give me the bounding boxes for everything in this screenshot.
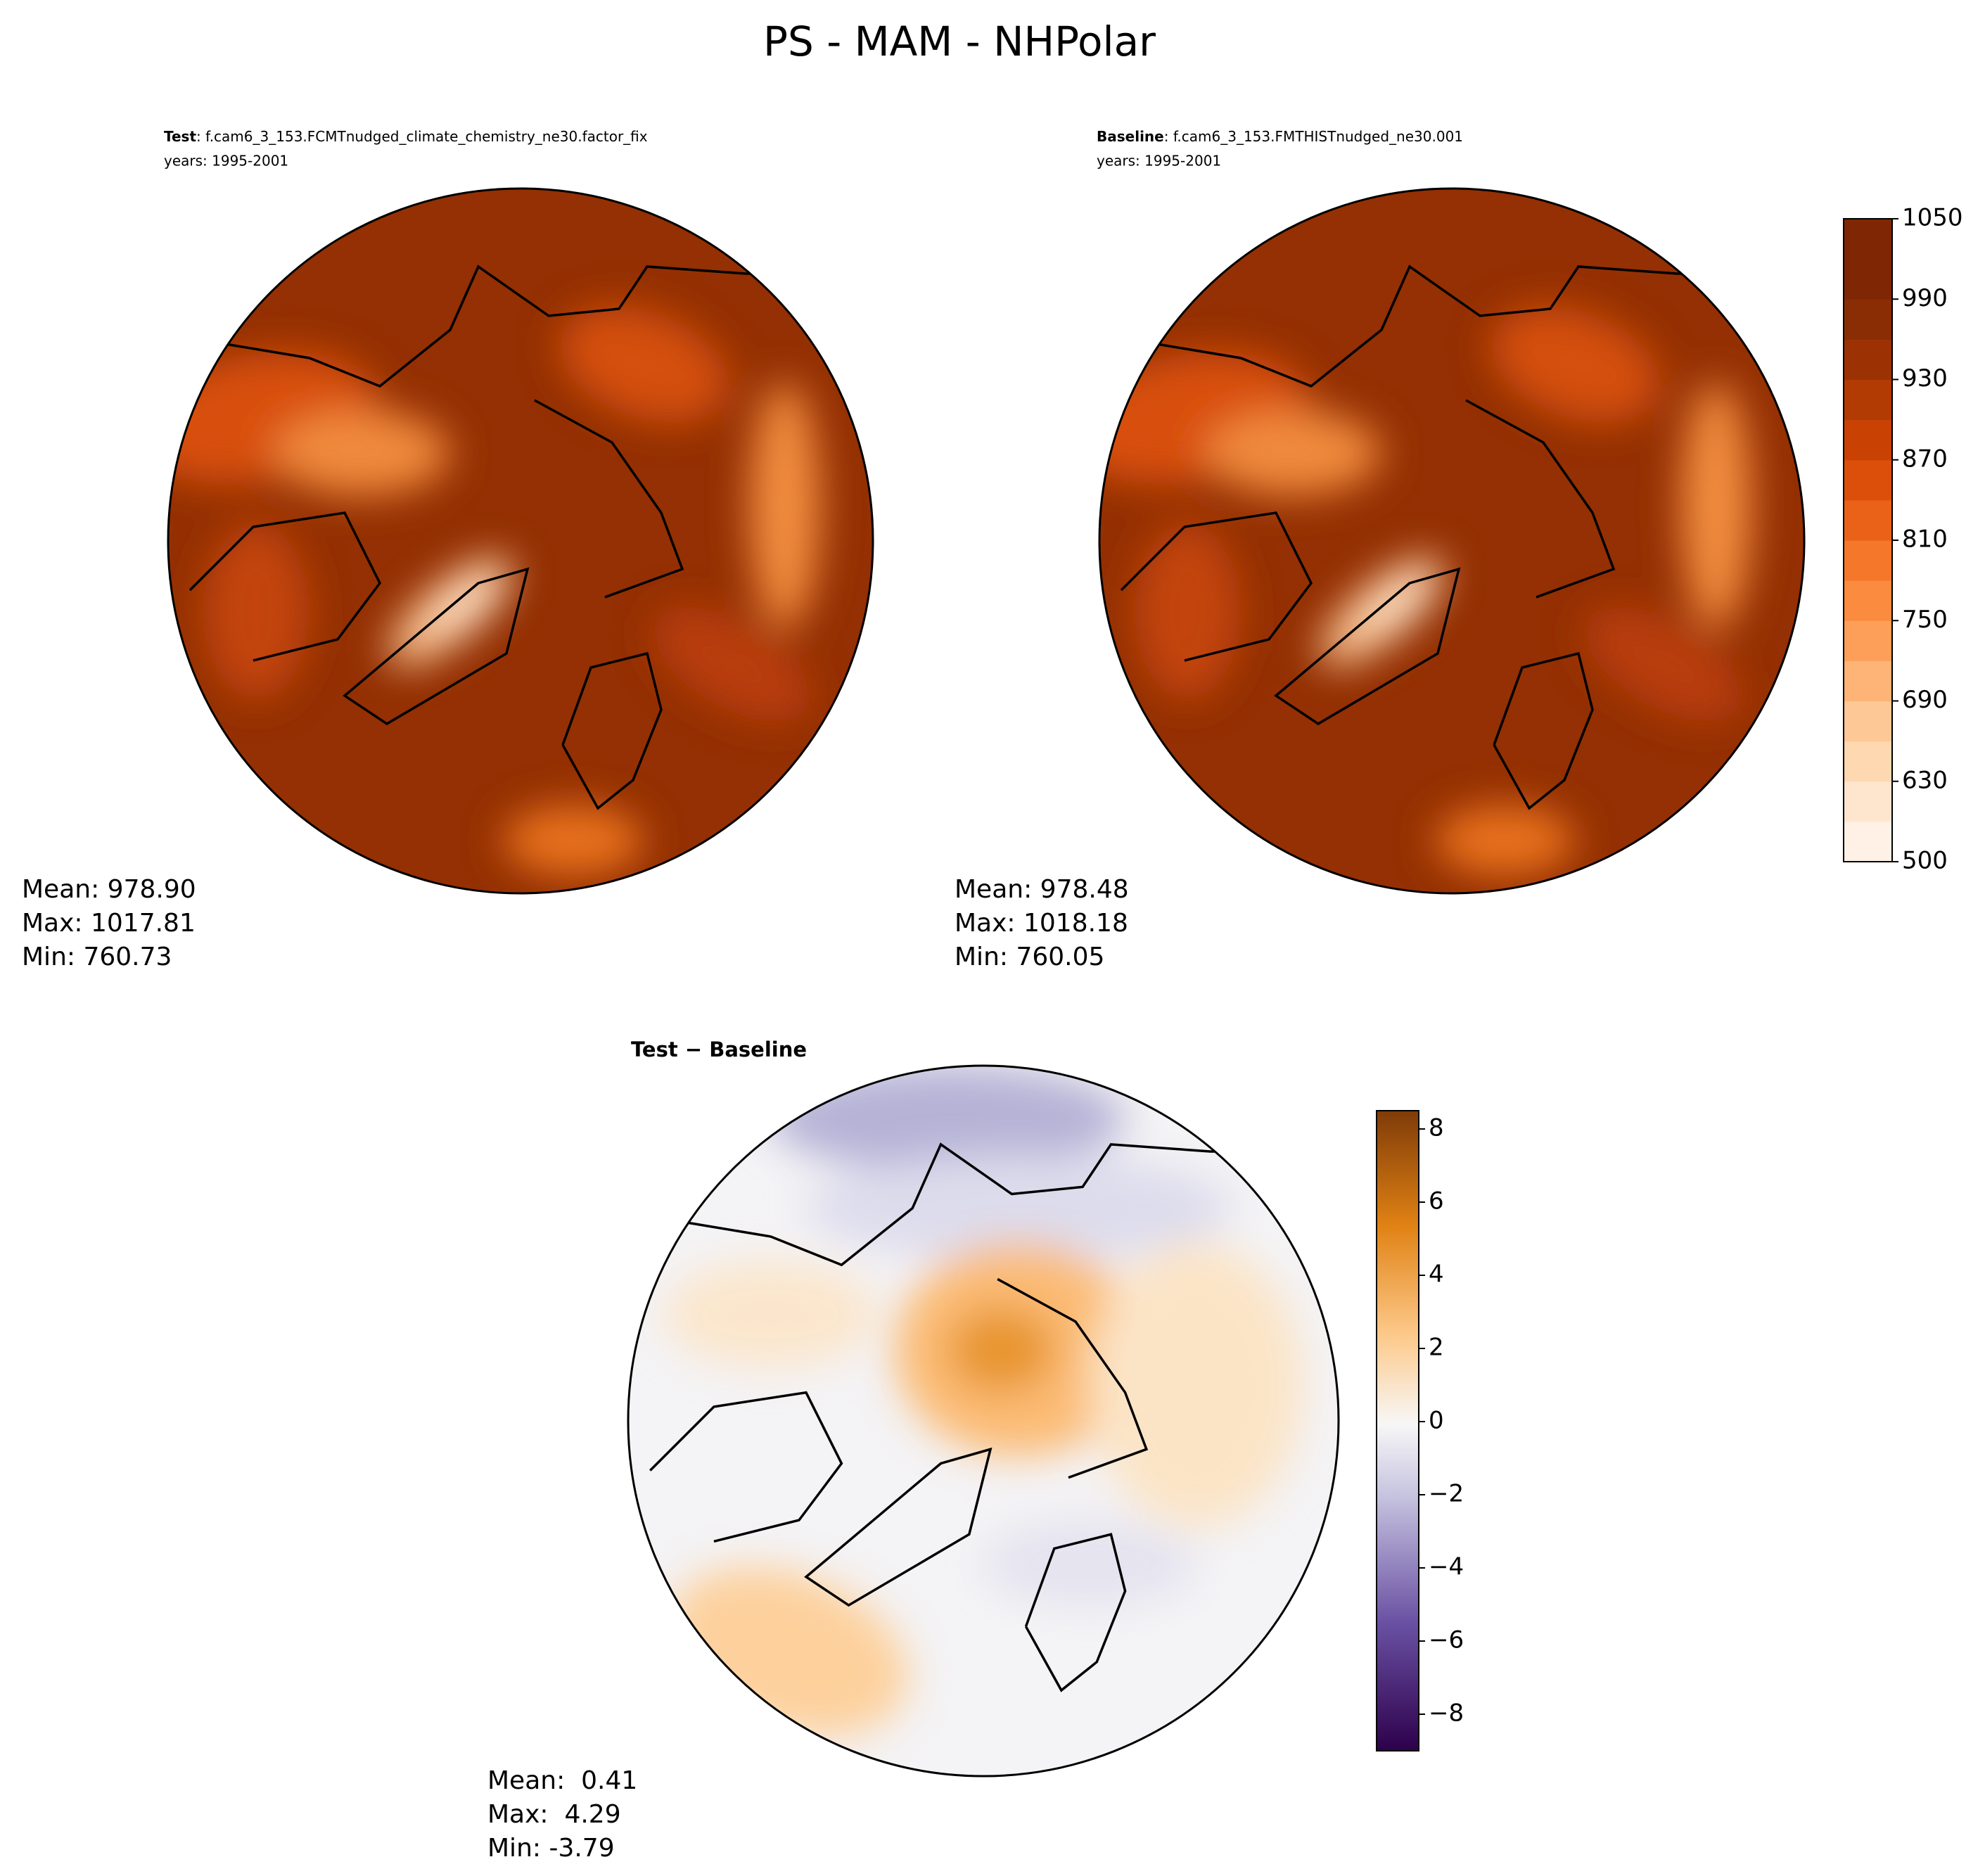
field-blob: [663, 1261, 877, 1368]
colorbar-level: [1844, 620, 1892, 661]
colorbar-level: [1844, 339, 1892, 380]
colorbar-level: [1844, 661, 1892, 701]
stat: Mean: 0.41: [487, 1766, 637, 1795]
greenland: [804, 1447, 992, 1607]
colorbar-tick-label: 690: [1902, 686, 1948, 714]
map-border: [627, 1064, 1340, 1778]
field-blob: [502, 805, 644, 876]
field-blob: [1365, 574, 1434, 635]
stat: Min: 760.73: [22, 943, 172, 971]
field-blob: [947, 1307, 1054, 1393]
colorbar-tick-label: 1050: [1902, 204, 1963, 232]
colorbar-level: [1844, 821, 1892, 862]
years: years: 1995-2001: [164, 153, 288, 170]
field-blob: [983, 1520, 1196, 1606]
colorbar-tick-label: 750: [1902, 606, 1948, 634]
colorbar-level: [1844, 259, 1892, 300]
stat: Max: 4.29: [487, 1800, 621, 1829]
colorbar-level: [1844, 299, 1892, 340]
colorbar-tick-label: −4: [1429, 1553, 1464, 1581]
case-name: : f.cam6_3_153.FCMTnudged_climate_chemis…: [196, 128, 648, 145]
field-blob: [1434, 805, 1576, 876]
colorbar-level: [1844, 781, 1892, 822]
panel-subtitle: Baseline: f.cam6_3_153.FMTHISTnudged_ne3…: [1097, 128, 1463, 145]
stat: Min: 760.05: [955, 943, 1104, 971]
colorbar-level: [1844, 701, 1892, 742]
field-blob: [653, 606, 812, 722]
field-blob: [1090, 1243, 1303, 1528]
colorbar-tick-label: 6: [1429, 1187, 1444, 1215]
colorbar-tick-label: 4: [1429, 1261, 1444, 1289]
stat: Max: 1017.81: [22, 909, 196, 938]
colorbar: [1376, 1110, 1419, 1751]
colorbar-level: [1844, 499, 1892, 541]
figure-title: PS - MAM - NHPolar: [763, 18, 1156, 65]
field-blob: [433, 574, 502, 635]
colorbar-tick-label: 870: [1902, 445, 1948, 473]
colorbar-tick-label: 990: [1902, 284, 1948, 312]
field-blob: [770, 1066, 1125, 1173]
stat: Mean: 978.48: [955, 875, 1129, 904]
field-blob: [749, 382, 820, 630]
colorbar-level: [1844, 419, 1892, 461]
colorbar-tick-label: 930: [1902, 364, 1948, 393]
panel-title: Test − Baseline: [631, 1038, 807, 1061]
map: [168, 189, 873, 893]
coastline: [189, 264, 802, 810]
colorbar-tick-label: 8: [1429, 1114, 1444, 1142]
colorbar-level: [1844, 540, 1892, 581]
field-blob: [1135, 523, 1241, 700]
colorbar-tick-label: 630: [1902, 766, 1948, 794]
stat: Max: 1018.18: [955, 909, 1128, 938]
colorbar-level: [1844, 219, 1892, 260]
colorbar-tick-label: 500: [1902, 847, 1948, 875]
field-blob: [1205, 410, 1381, 495]
field-blob: [1490, 306, 1660, 423]
map-border: [1098, 187, 1806, 895]
colorbar-tick-label: −2: [1429, 1480, 1464, 1508]
map: [1099, 189, 1804, 893]
coastline: [649, 1142, 1268, 1692]
colorbar-tick-label: 2: [1429, 1334, 1444, 1362]
colorbar-tick-label: −6: [1429, 1626, 1464, 1654]
greenland: [1274, 567, 1461, 726]
panel-subtitle: Test: f.cam6_3_153.FCMTnudged_climate_ch…: [164, 128, 648, 145]
colorbar-level: [1844, 379, 1892, 421]
case-label: Test: [164, 128, 196, 145]
map-border: [167, 187, 874, 895]
colorbar-tick-label: 0: [1429, 1407, 1444, 1435]
greenland: [343, 567, 530, 726]
field-blob: [203, 523, 309, 700]
field-blob: [274, 410, 450, 495]
colorbar-level: [1844, 580, 1892, 621]
field-blob: [805, 1154, 1232, 1261]
colorbar-tick-label: 810: [1902, 525, 1948, 554]
years: years: 1995-2001: [1097, 153, 1221, 170]
map-field: [1099, 306, 1751, 876]
colorbar-tick-label: −8: [1429, 1699, 1464, 1728]
field-blob: [1680, 382, 1751, 630]
map-field: [663, 1066, 1303, 1737]
coastline: [1120, 264, 1733, 810]
field-blob: [559, 306, 729, 423]
case-name: : f.cam6_3_153.FMTHISTnudged_ne30.001: [1164, 128, 1463, 145]
stat: Mean: 978.90: [22, 875, 196, 904]
field-blob: [1584, 606, 1743, 722]
stat: Min: -3.79: [487, 1834, 615, 1863]
case-label: Baseline: [1097, 128, 1164, 145]
map: [628, 1066, 1339, 1776]
colorbar-level: [1844, 741, 1892, 782]
colorbar-level: [1844, 459, 1892, 501]
